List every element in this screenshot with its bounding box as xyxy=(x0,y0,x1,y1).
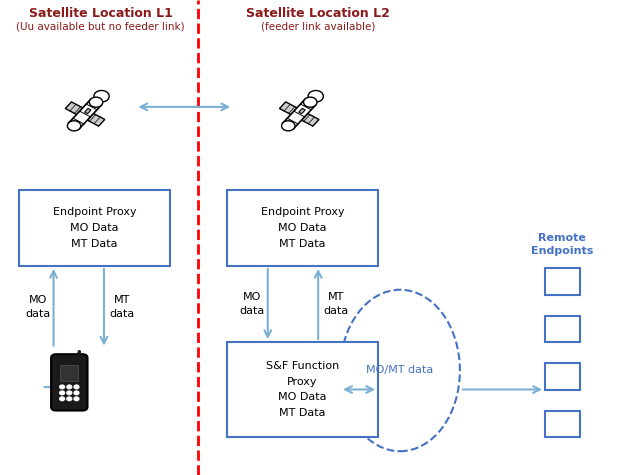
Bar xyxy=(545,363,580,390)
Polygon shape xyxy=(84,108,91,114)
Circle shape xyxy=(304,97,317,107)
Text: Endpoint Proxy
MO Data
MT Data: Endpoint Proxy MO Data MT Data xyxy=(261,208,344,248)
Bar xyxy=(19,190,170,266)
Text: Endpoint Proxy
MO Data
MT Data: Endpoint Proxy MO Data MT Data xyxy=(53,208,136,248)
Circle shape xyxy=(67,397,72,400)
Circle shape xyxy=(74,391,79,395)
Bar xyxy=(227,190,378,266)
Ellipse shape xyxy=(340,290,460,451)
Polygon shape xyxy=(280,102,299,116)
Text: Satellite Location L2: Satellite Location L2 xyxy=(246,7,390,20)
Circle shape xyxy=(67,385,72,389)
Bar xyxy=(227,342,378,437)
Circle shape xyxy=(67,391,72,395)
Polygon shape xyxy=(69,99,101,129)
FancyBboxPatch shape xyxy=(51,354,88,410)
Circle shape xyxy=(74,385,79,389)
Polygon shape xyxy=(299,108,305,114)
Circle shape xyxy=(282,121,295,131)
Circle shape xyxy=(60,385,64,389)
Circle shape xyxy=(60,397,64,400)
Text: (feeder link available): (feeder link available) xyxy=(261,21,375,31)
Bar xyxy=(545,411,580,437)
Polygon shape xyxy=(283,99,316,129)
Text: Satellite Location L1: Satellite Location L1 xyxy=(29,7,173,20)
Text: MO/MT data: MO/MT data xyxy=(367,365,433,376)
Polygon shape xyxy=(66,102,85,116)
Circle shape xyxy=(89,97,103,107)
Text: S&F Function
Proxy
MO Data
MT Data: S&F Function Proxy MO Data MT Data xyxy=(266,361,339,418)
Bar xyxy=(545,316,580,342)
Polygon shape xyxy=(85,112,105,126)
Text: (Uu available but no feeder link): (Uu available but no feeder link) xyxy=(16,21,185,31)
Text: MO
data: MO data xyxy=(239,292,265,316)
Bar xyxy=(545,268,580,294)
FancyBboxPatch shape xyxy=(60,365,78,381)
Circle shape xyxy=(74,397,79,400)
Circle shape xyxy=(67,121,81,131)
Circle shape xyxy=(308,90,323,102)
Text: MT
data: MT data xyxy=(109,295,134,319)
Text: Remote
Endpoints: Remote Endpoints xyxy=(531,233,593,256)
Circle shape xyxy=(60,391,64,395)
Polygon shape xyxy=(299,112,319,126)
Text: MO
data: MO data xyxy=(25,295,50,319)
Circle shape xyxy=(94,90,109,102)
Text: MT
data: MT data xyxy=(323,292,348,316)
